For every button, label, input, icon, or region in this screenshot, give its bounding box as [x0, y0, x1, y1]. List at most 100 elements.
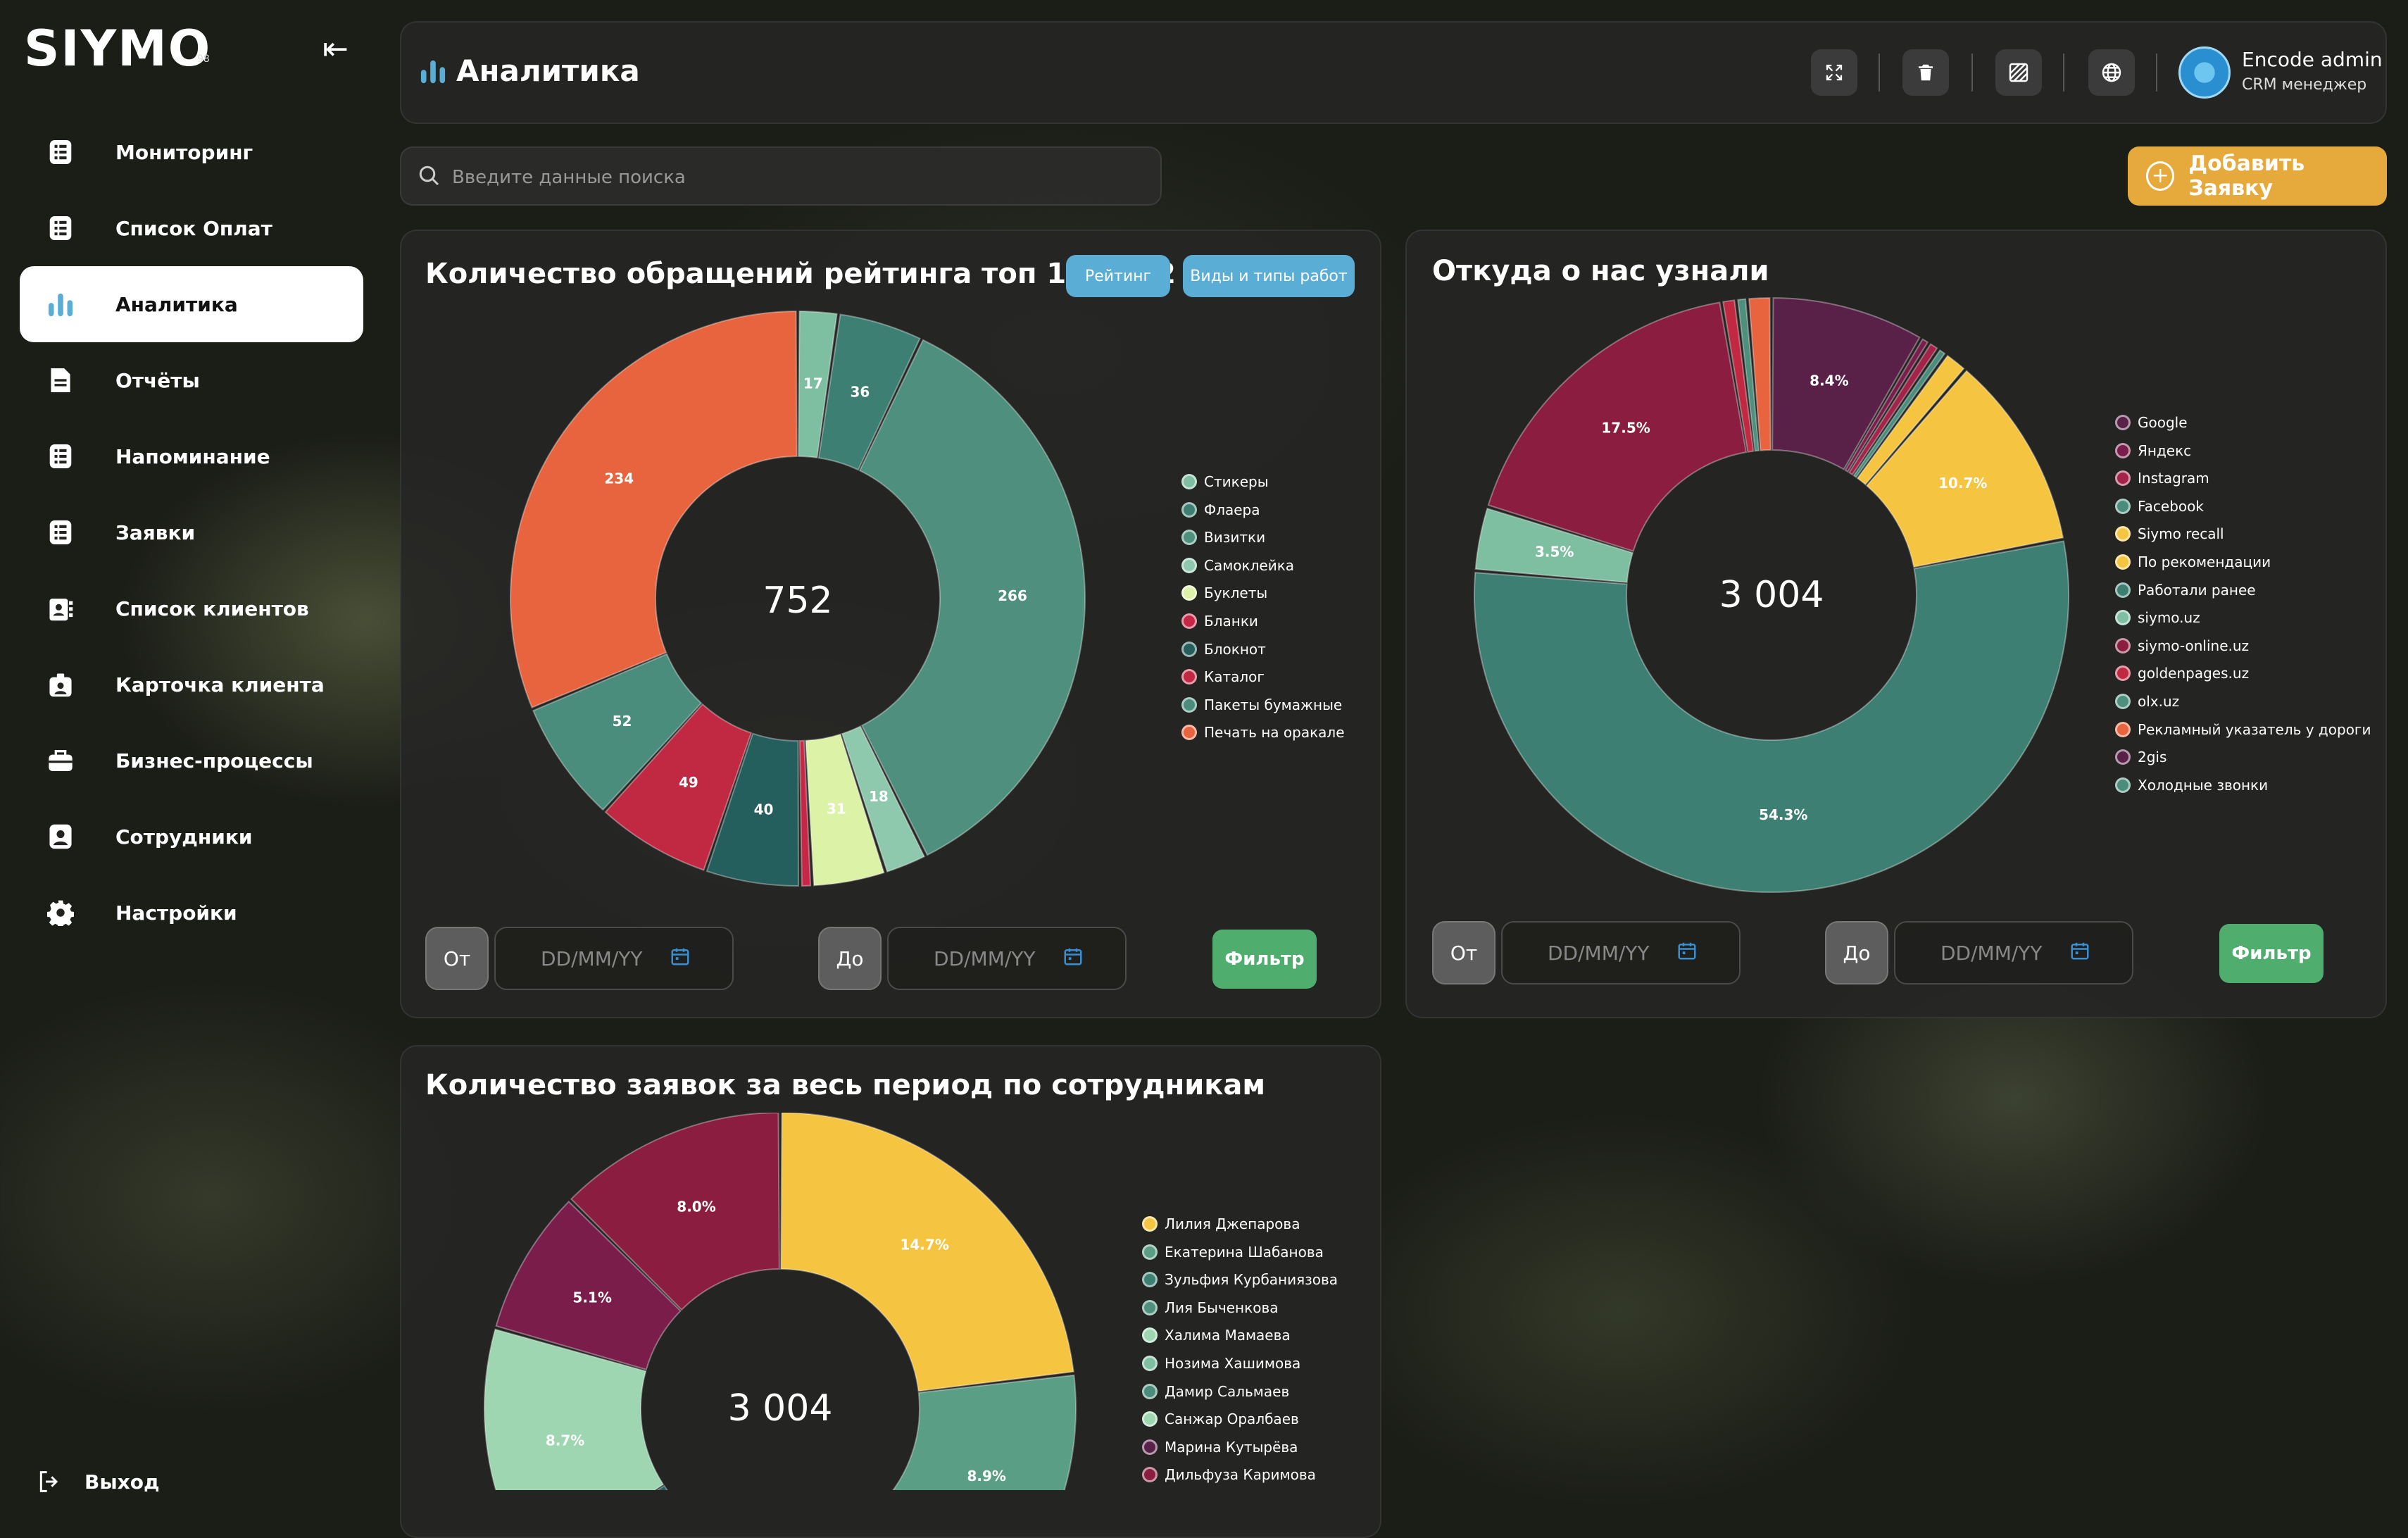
slice-label: 36 [850, 384, 870, 401]
legend-item[interactable]: siymo-online.uz [2115, 637, 2249, 654]
legend-item[interactable]: Яндекс [2115, 442, 2191, 459]
donut-slice[interactable] [604, 703, 753, 871]
legend-item[interactable]: Флаера [1181, 501, 1260, 518]
legend-item[interactable]: Халима Мамаева [1142, 1327, 1291, 1344]
date-to-input[interactable]: DD/MM/YY [1894, 921, 2133, 984]
donut-slice[interactable] [1748, 297, 1771, 451]
donut-slice[interactable] [1852, 349, 1946, 479]
legend-item[interactable]: Пакеты бумажные [1181, 696, 1342, 713]
donut-slice[interactable] [484, 1328, 665, 1490]
legend-item[interactable]: Визитки [1181, 529, 1265, 546]
add-request-button[interactable]: + Добавить Заявку [2128, 146, 2387, 206]
sidebar-item-5[interactable]: Напоминание [20, 418, 363, 494]
donut-slice[interactable] [798, 311, 838, 459]
donut-slice[interactable] [1474, 507, 1634, 584]
legend-item[interactable]: Каталог [1181, 668, 1265, 685]
legend-item[interactable]: Работали ранее [2115, 582, 2256, 599]
legend-item[interactable]: siymo.uz [2115, 609, 2200, 626]
logout-button[interactable]: Выход [35, 1468, 160, 1496]
filter-button[interactable]: Фильтр [1212, 930, 1317, 989]
sidebar-item-8[interactable]: Карточка клиента [20, 646, 363, 723]
legend-item[interactable]: Бланки [1181, 613, 1258, 630]
sidebar-item-6[interactable]: Заявки [20, 494, 363, 570]
legend-item[interactable]: Зульфия Курбаниязова [1142, 1271, 1338, 1288]
legend-item[interactable]: Дамир Сальмаев [1142, 1383, 1289, 1400]
donut-slice[interactable] [1474, 540, 2069, 893]
donut-slice[interactable] [510, 311, 798, 708]
legend-label: По рекомендации [2138, 554, 2271, 570]
donut-slice[interactable] [1771, 297, 1921, 470]
sidebar-item-10[interactable]: Сотрудники [20, 799, 363, 875]
search-input[interactable] [451, 159, 1143, 196]
tab-rating[interactable]: Рейтинг [1066, 255, 1170, 297]
legend-item[interactable]: 2gis [2115, 749, 2166, 765]
sidebar-item-label: Список Оплат [115, 216, 272, 240]
donut-slice[interactable] [780, 1113, 1074, 1392]
donut-slice[interactable] [882, 1374, 1077, 1490]
sidebar-item-11[interactable]: Настройки [20, 875, 363, 951]
legend-item[interactable]: olx.uz [2115, 693, 2179, 710]
legend-item[interactable]: Дильфуза Каримова [1142, 1466, 1316, 1483]
donut-slice[interactable] [532, 653, 703, 811]
fullscreen-button[interactable] [1811, 49, 1857, 96]
legend-item[interactable]: Instagram [2115, 470, 2209, 487]
date-from-input[interactable]: DD/MM/YY [494, 927, 734, 990]
donut-slice[interactable] [841, 725, 926, 873]
donut-slice[interactable] [858, 339, 1086, 856]
donut-slice[interactable] [570, 1113, 780, 1311]
collapse-sidebar-icon[interactable]: ⇤ [322, 31, 349, 67]
donut-slice[interactable] [1844, 338, 1929, 473]
donut-slice[interactable] [706, 732, 799, 887]
sidebar-item-7[interactable]: Список клиентов [20, 570, 363, 646]
calendar-icon[interactable] [2069, 940, 2090, 966]
legend-item[interactable]: Самоклейка [1181, 557, 1294, 574]
clear-cache-button[interactable] [1902, 49, 1949, 96]
donut-slice[interactable] [1487, 301, 1748, 552]
legend-item[interactable]: goldenpages.uz [2115, 665, 2249, 682]
donut-slice[interactable] [817, 313, 921, 471]
date-from-input[interactable]: DD/MM/YY [1501, 921, 1741, 984]
legend-item[interactable]: Холодные звонки [2115, 777, 2268, 794]
sidebar-item-2[interactable]: Список Оплат [20, 190, 363, 266]
date-to-input[interactable]: DD/MM/YY [887, 927, 1127, 990]
legend-item[interactable]: Санжар Оралбаев [1142, 1411, 1299, 1427]
legend-item[interactable]: Facebook [2115, 498, 2204, 515]
legend-item[interactable]: Лилия Джепарова [1142, 1215, 1300, 1232]
legend-item[interactable]: Siymo recall [2115, 525, 2224, 542]
theme-button[interactable] [1995, 49, 2042, 96]
legend-item[interactable]: Рекламный указатель у дороги [2115, 721, 2371, 738]
legend-swatch [2115, 526, 2131, 542]
legend-item[interactable]: Екатерина Шабанова [1142, 1244, 1324, 1261]
legend-label: Марина Кутырёва [1165, 1438, 1298, 1456]
donut-slice[interactable] [534, 1484, 748, 1490]
legend-item[interactable]: Блокнот [1181, 641, 1266, 658]
brand-logo[interactable]: SIYMO [24, 20, 212, 77]
sidebar-item-1[interactable]: Мониторинг [20, 114, 363, 190]
donut-slice[interactable] [805, 733, 885, 887]
legend-item[interactable]: Google [2115, 414, 2188, 431]
legend-item[interactable]: Лия Быченкова [1142, 1299, 1279, 1316]
calendar-icon[interactable] [1062, 946, 1084, 972]
sidebar-item-9[interactable]: Бизнес-процессы [20, 723, 363, 799]
tab-work-types[interactable]: Виды и типы работ [1183, 255, 1355, 297]
calendar-icon[interactable] [670, 946, 691, 972]
legend-item[interactable]: Печать на оракале [1181, 724, 1345, 741]
legend-item[interactable]: Марина Кутырёва [1142, 1439, 1298, 1456]
donut-slice[interactable] [1848, 343, 1938, 476]
donut-slice[interactable] [495, 1200, 682, 1371]
donut-slice[interactable] [798, 739, 812, 887]
avatar[interactable] [2178, 46, 2231, 99]
language-button[interactable] [2088, 49, 2135, 96]
donut-slice[interactable] [1856, 354, 1965, 486]
legend-item[interactable]: Нозима Хашимова [1142, 1355, 1300, 1372]
sidebar-item-3[interactable]: Аналитика [20, 266, 363, 342]
calendar-icon[interactable] [1676, 940, 1698, 966]
legend-item[interactable]: Буклеты [1181, 584, 1267, 601]
donut-slice[interactable] [1722, 299, 1755, 453]
filter-button[interactable]: Фильтр [2219, 924, 2324, 983]
legend-item[interactable]: По рекомендации [2115, 554, 2271, 570]
legend-item[interactable]: Стикеры [1181, 473, 1268, 490]
sidebar-item-4[interactable]: Отчёты [20, 342, 363, 418]
donut-slice[interactable] [1737, 298, 1760, 452]
donut-slice[interactable] [1865, 370, 2064, 568]
